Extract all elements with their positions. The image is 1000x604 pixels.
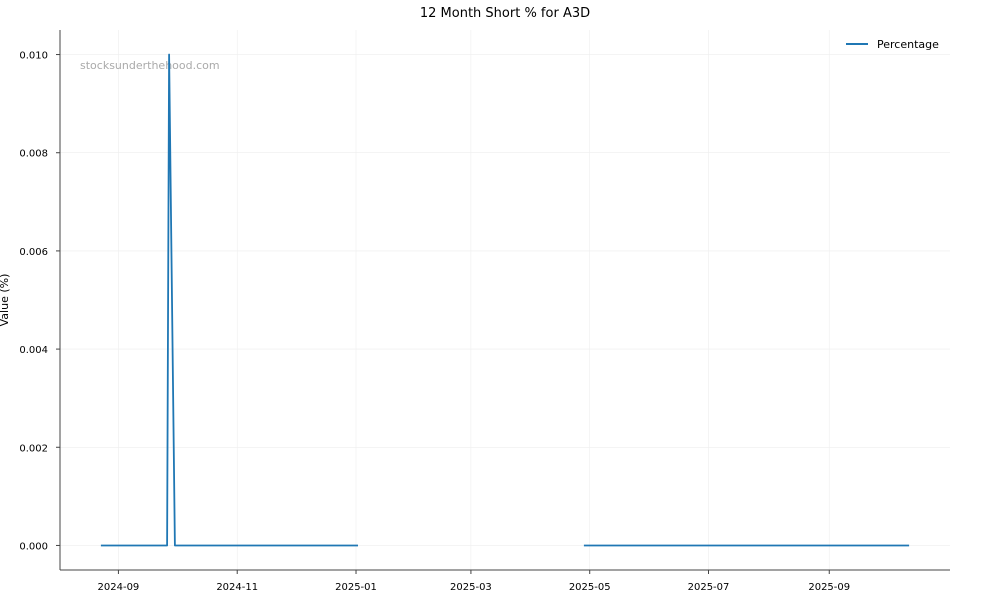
- series-line-segment: [100, 53, 358, 547]
- y-tick-label: 0.000: [19, 541, 48, 552]
- y-axis-label: Value (%): [0, 274, 11, 327]
- y-tick-label: 0.002: [19, 443, 48, 454]
- x-tick-label: 2025-09: [808, 582, 850, 593]
- series-lines: [100, 53, 910, 547]
- chart-title: 12 Month Short % for A3D: [420, 6, 590, 21]
- x-tick-label: 2025-01: [335, 582, 377, 593]
- x-tick-label: 2025-03: [450, 582, 492, 593]
- legend: Percentage: [846, 38, 939, 51]
- grid: [60, 30, 950, 570]
- watermark: stocksunderthehood.com: [80, 59, 220, 72]
- x-tick-label: 2024-09: [98, 582, 140, 593]
- y-tick-label: 0.008: [19, 149, 48, 160]
- x-tick-label: 2025-05: [569, 582, 611, 593]
- x-tick-label: 2024-11: [216, 582, 258, 593]
- ticks: 2024-09 2024-11 2025-01 2025-03 2025-05 2025-…: [19, 51, 850, 593]
- x-tick-label: 2025-07: [688, 582, 730, 593]
- axes: [59, 30, 950, 571]
- y-tick-label: 0.004: [19, 345, 48, 356]
- legend-label: Percentage: [877, 38, 939, 51]
- y-tick-label: 0.010: [19, 51, 48, 62]
- y-tick-label: 0.006: [19, 247, 48, 258]
